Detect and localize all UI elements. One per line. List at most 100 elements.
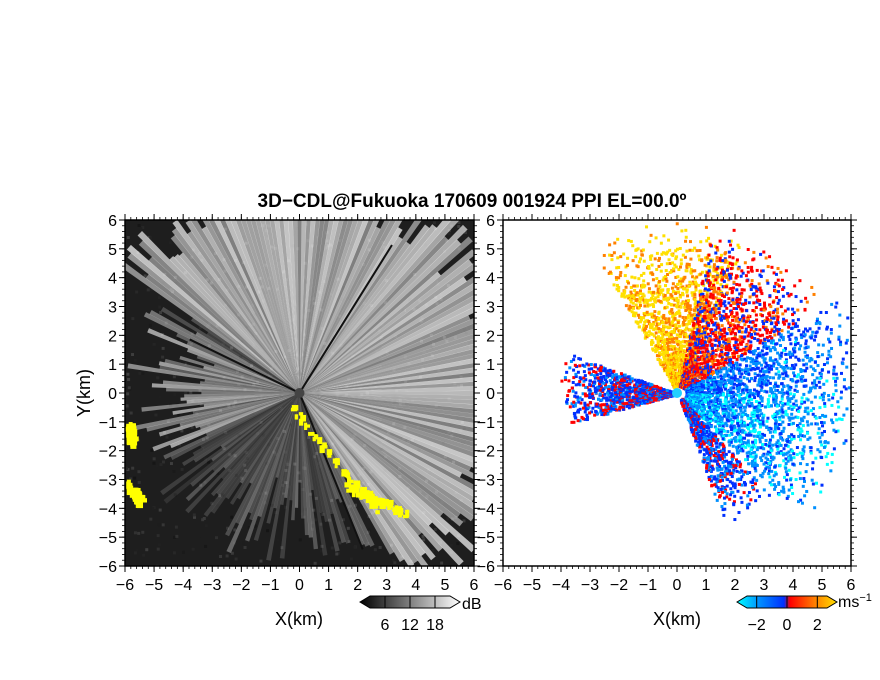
velocity-cell (661, 251, 665, 255)
velocity-cell (812, 292, 816, 296)
velocity-cell (713, 398, 717, 402)
velocity-cell (753, 332, 757, 336)
velocity-cell (761, 341, 765, 345)
velocity-cell (697, 342, 701, 346)
velocity-cell (720, 350, 724, 354)
velocity-cell (738, 325, 742, 329)
velocity-cell (681, 330, 685, 334)
velocity-cell (744, 359, 748, 363)
velocity-cell (647, 290, 651, 294)
velocity-cell (672, 331, 676, 335)
velocity-cell (628, 304, 632, 308)
velocity-cell (772, 330, 776, 334)
intensity-ray (299, 241, 411, 393)
velocity-cell (724, 251, 728, 255)
velocity-cell (644, 299, 648, 303)
noise-cell (178, 443, 182, 447)
velocity-cell (624, 265, 628, 269)
velocity-cell (821, 398, 825, 402)
velocity-cell (845, 407, 849, 411)
velocity-cell (736, 305, 740, 309)
velocity-cell (637, 325, 641, 329)
velocity-cell (692, 330, 696, 334)
noise-cell (318, 253, 322, 257)
velocity-cell (774, 372, 778, 376)
velocity-cell (665, 361, 669, 365)
velocity-cell (769, 341, 773, 345)
velocity-cell (679, 350, 683, 354)
velocity-cell (825, 325, 829, 329)
velocity-cell (616, 237, 620, 241)
velocity-cell (706, 360, 710, 364)
velocity-cell (741, 340, 745, 344)
velocity-cell (792, 371, 796, 375)
highlight-cell (138, 498, 144, 503)
velocity-cell (697, 364, 701, 368)
highlight-cell (359, 488, 366, 494)
velocity-cell (694, 359, 698, 363)
velocity-cell (794, 399, 798, 403)
velocity-cell (735, 307, 739, 311)
velocity-cell (760, 349, 764, 353)
velocity-cell (745, 385, 749, 389)
velocity-cell (730, 386, 734, 390)
velocity-cell (787, 325, 791, 329)
velocity-cell (780, 397, 784, 401)
velocity-cell (770, 388, 774, 392)
velocity-cell (758, 341, 762, 345)
velocity-cell (822, 430, 826, 434)
intensity-ray (205, 393, 300, 436)
velocity-cell (672, 351, 676, 355)
velocity-cell (721, 357, 725, 361)
velocity-cell (717, 390, 721, 394)
velocity-cell (697, 340, 701, 344)
velocity-cell (771, 364, 775, 368)
noise-cell (133, 531, 137, 535)
intensity-ray (216, 393, 300, 496)
velocity-cell (743, 396, 747, 400)
noise-cell (282, 494, 286, 498)
velocity-cell (800, 396, 804, 400)
velocity-cell (780, 388, 784, 392)
x-tick-label: −3 (203, 577, 221, 594)
velocity-cell (724, 357, 728, 361)
velocity-cell (708, 337, 712, 341)
velocity-cell (736, 298, 740, 302)
velocity-cell (681, 293, 685, 297)
velocity-cell (783, 360, 787, 364)
noise-cell (267, 443, 271, 447)
y-tick-label: 3 (108, 300, 117, 317)
noise-cell (314, 518, 318, 522)
highlight-cell (351, 489, 356, 498)
velocity-cell (712, 279, 716, 283)
velocity-cell (641, 328, 645, 332)
velocity-cell (693, 246, 697, 250)
velocity-cell (741, 388, 745, 392)
velocity-cell (719, 318, 723, 322)
velocity-cell (642, 326, 646, 330)
velocity-cell (647, 333, 651, 337)
velocity-cell (620, 292, 624, 296)
velocity-cell (729, 313, 733, 317)
velocity-cell (744, 320, 748, 324)
velocity-cell (691, 293, 695, 297)
noise-cell (154, 263, 158, 267)
velocity-cell (746, 377, 750, 381)
velocity-cell (655, 348, 659, 352)
velocity-cell (789, 404, 793, 408)
velocity-cell (724, 401, 728, 405)
noise-cell (462, 427, 466, 431)
velocity-cell (836, 429, 840, 433)
velocity-cell (734, 362, 738, 366)
velocity-cell (640, 253, 644, 257)
velocity-cell (640, 296, 644, 300)
noise-cell (227, 404, 231, 408)
velocity-cell (690, 337, 694, 341)
velocity-cell (738, 369, 742, 373)
velocity-cell (684, 349, 688, 353)
velocity-cell (710, 344, 714, 348)
velocity-cell (709, 365, 713, 369)
velocity-cell (774, 281, 778, 285)
y-tick-label: −2 (99, 444, 117, 461)
velocity-cell (651, 322, 655, 326)
